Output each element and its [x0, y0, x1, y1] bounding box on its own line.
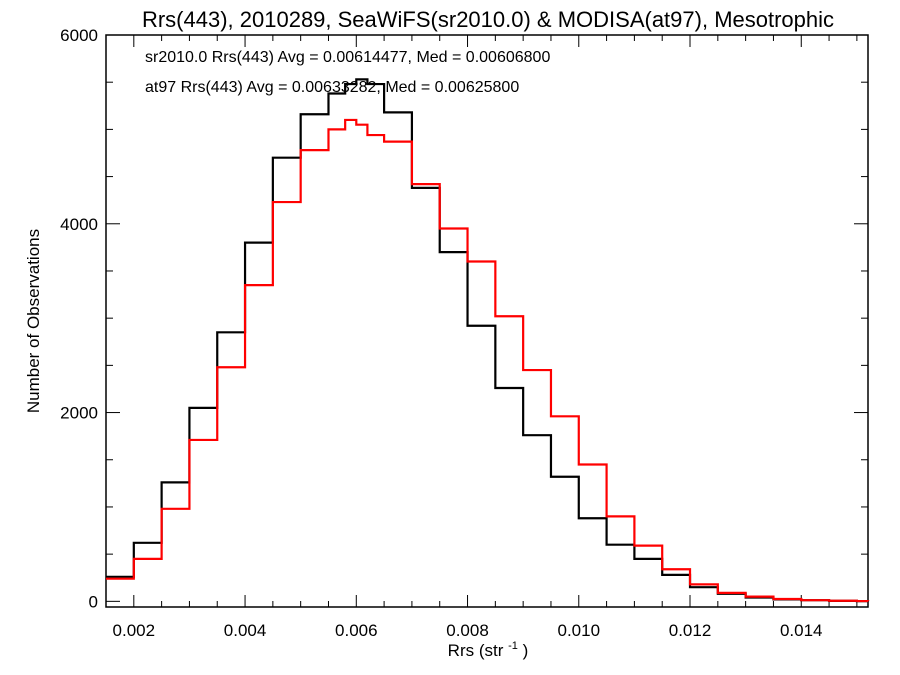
x-axis-ticks: 0.002 0.004 0.006 0.008 0.010 0.012 0.014 — [105, 35, 858, 640]
y-tick-label: 4000 — [60, 215, 98, 234]
x-tick-label: 0.002 — [113, 621, 156, 640]
x-tick-label: 0.006 — [335, 621, 378, 640]
black-histogram-series — [106, 78, 870, 603]
x-axis-label: Rrs (str -1 ) — [448, 634, 529, 660]
chart-title: Rrs(443), 2010289, SeaWiFS(sr2010.0) & M… — [142, 7, 834, 32]
x-axis-label-suffix: ) — [523, 641, 529, 660]
y-axis-label: Number of Observations — [24, 229, 43, 413]
y-tick-label: 0 — [89, 592, 98, 611]
x-tick-label: 0.010 — [558, 621, 601, 640]
x-tick-label: 0.004 — [224, 621, 267, 640]
y-axis-ticks: 0 2000 4000 6000 — [60, 26, 868, 611]
red-histogram-series — [106, 118, 870, 603]
plot-frame — [105, 34, 869, 608]
x-tick-label: 0.012 — [669, 621, 712, 640]
series-group — [106, 78, 870, 603]
x-tick-label: 0.008 — [446, 621, 489, 640]
black-series-statistics: sr2010.0 Rrs(443) Avg = 0.00614477, Med … — [145, 49, 550, 66]
y-tick-label: 2000 — [60, 404, 98, 423]
y-tick-label: 6000 — [60, 26, 98, 45]
x-axis-label-base: Rrs (str — [448, 641, 504, 660]
red-series-statistics: at97 Rrs(443) Avg = 0.00633282, Med = 0.… — [145, 79, 519, 96]
x-tick-label: 0.014 — [780, 621, 823, 640]
x-axis-label-superscript: -1 — [508, 640, 518, 652]
